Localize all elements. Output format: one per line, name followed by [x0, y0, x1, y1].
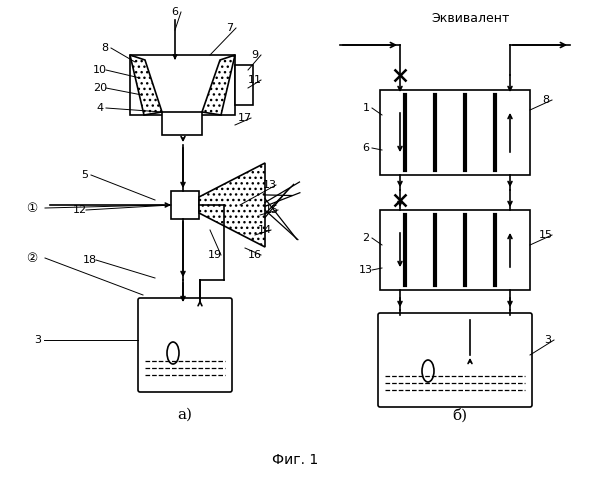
- FancyBboxPatch shape: [138, 298, 232, 392]
- Ellipse shape: [422, 360, 434, 382]
- Text: 4: 4: [96, 103, 103, 113]
- Text: 13: 13: [359, 265, 373, 275]
- Text: 9: 9: [251, 50, 259, 60]
- Text: 1: 1: [362, 103, 369, 113]
- Text: б): б): [453, 408, 467, 422]
- Text: 7: 7: [226, 23, 233, 33]
- Text: 10: 10: [93, 65, 107, 75]
- Ellipse shape: [167, 342, 179, 364]
- Text: 5: 5: [82, 170, 89, 180]
- Text: 3: 3: [34, 335, 41, 345]
- Text: 16: 16: [248, 250, 262, 260]
- Bar: [235, 65, 253, 105]
- Polygon shape: [199, 163, 265, 247]
- Text: 15: 15: [265, 205, 279, 215]
- Text: 8: 8: [102, 43, 109, 53]
- Text: Эквивалент: Эквивалент: [431, 12, 509, 24]
- Bar: [130, 55, 235, 115]
- Text: 18: 18: [83, 255, 97, 265]
- Text: Фиг. 1: Фиг. 1: [272, 453, 318, 467]
- Bar: [380, 210, 530, 290]
- Text: 19: 19: [208, 250, 222, 260]
- Text: 3: 3: [544, 335, 551, 345]
- FancyBboxPatch shape: [378, 313, 532, 407]
- Text: а): а): [177, 408, 193, 422]
- Text: 2: 2: [362, 233, 369, 243]
- Text: 12: 12: [73, 205, 87, 215]
- Text: 8: 8: [543, 95, 550, 105]
- Bar: [162, 112, 202, 135]
- Text: 6: 6: [362, 143, 369, 153]
- Text: 11: 11: [248, 75, 262, 85]
- Text: 15: 15: [539, 230, 553, 240]
- Polygon shape: [130, 55, 162, 115]
- Text: 13: 13: [263, 180, 277, 190]
- Text: 6: 6: [171, 7, 178, 17]
- Polygon shape: [202, 55, 235, 115]
- Text: 14: 14: [258, 225, 272, 235]
- Bar: [380, 90, 530, 175]
- Text: 20: 20: [93, 83, 107, 93]
- Text: 17: 17: [238, 113, 252, 123]
- Bar: [171, 191, 199, 219]
- Text: ①: ①: [27, 202, 38, 214]
- Text: ②: ②: [27, 252, 38, 264]
